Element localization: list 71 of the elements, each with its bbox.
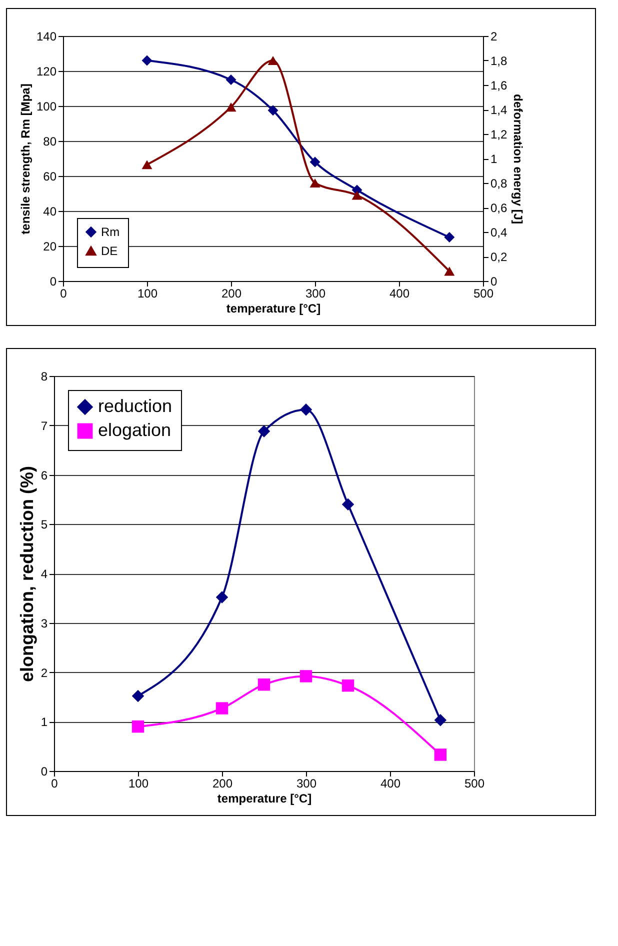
point <box>300 403 312 416</box>
y-tick-label: 20 <box>43 240 57 254</box>
y2-tick-label: 0 <box>490 274 498 288</box>
y2-tick-label: 0,6 <box>490 201 508 215</box>
y-tick-label: 7 <box>40 418 48 433</box>
point <box>310 178 320 188</box>
point <box>142 160 152 170</box>
y2-tick-label: 0,4 <box>490 226 508 240</box>
y-tick-label: 4 <box>40 567 48 581</box>
y-tick-label: 120 <box>36 64 57 78</box>
y-tick-label: 100 <box>36 100 57 114</box>
x-tick-label: 500 <box>473 286 494 300</box>
y-tick-label: 5 <box>40 518 48 532</box>
x-axis-title: temperature [°C] <box>226 302 321 316</box>
point <box>342 498 354 510</box>
x-axis-title: temperature [°C] <box>217 792 312 806</box>
y-tick-label: 60 <box>43 170 57 184</box>
y-tick-label: 3 <box>40 616 48 630</box>
point <box>132 720 144 733</box>
point <box>444 266 455 276</box>
y2-tick-label: 1,8 <box>490 54 508 68</box>
x-tick-label: 100 <box>128 776 149 790</box>
x-tick-label: 300 <box>296 776 317 790</box>
y-tick-label: 1 <box>40 715 48 730</box>
x-tick-label: 200 <box>221 286 242 300</box>
point <box>434 714 447 726</box>
x-tick-label: 200 <box>212 776 233 790</box>
y2-tick-label: 0,2 <box>490 250 508 264</box>
y2-tick-label: 0,8 <box>490 176 508 190</box>
y-tick-label: 6 <box>40 468 48 482</box>
point <box>444 232 455 242</box>
point <box>352 190 362 200</box>
y2-tick-label: 1,4 <box>490 103 508 117</box>
point <box>142 55 152 66</box>
y-axis-title: elongation, reduction (%) <box>16 466 37 682</box>
y-tick-label: 0 <box>40 764 48 778</box>
point <box>310 156 320 168</box>
point <box>216 591 228 604</box>
x-tick-label: 400 <box>389 286 410 300</box>
y-tick-label: 80 <box>43 134 57 148</box>
legend-label: reduction <box>98 396 172 416</box>
y-axis-title: tensile strength, Rm [Mpa] <box>18 84 32 234</box>
point <box>132 690 144 702</box>
y-tick-label: 2 <box>40 666 48 680</box>
x-tick-label: 300 <box>305 286 326 300</box>
point <box>434 748 447 761</box>
y2-tick-label: 1,2 <box>490 128 508 142</box>
y2-axis-title: deformation energy [J] <box>511 94 526 224</box>
y2-tick-label: 1 <box>490 152 498 166</box>
y-tick-label: 0 <box>50 274 57 288</box>
y-tick-label: 8 <box>40 370 48 384</box>
y2-tick-label: 1,6 <box>490 78 508 92</box>
point <box>226 74 236 85</box>
point <box>226 102 236 112</box>
x-tick-label: 500 <box>464 776 485 790</box>
point <box>258 425 270 438</box>
legend-label: Rm <box>101 225 120 239</box>
legend-label: elogation <box>98 420 172 440</box>
y-tick-label: 40 <box>43 204 57 218</box>
point <box>300 670 312 682</box>
legend-label: DE <box>101 244 118 258</box>
x-tick-label: 400 <box>380 776 401 790</box>
point <box>268 105 278 116</box>
x-tick-label: 100 <box>137 286 158 300</box>
point <box>342 679 354 692</box>
x-tick-label: 0 <box>60 286 68 300</box>
y-tick-label: 140 <box>36 30 57 44</box>
point <box>268 56 278 66</box>
y2-tick-label: 2 <box>490 30 498 44</box>
point <box>258 678 270 691</box>
point <box>216 702 228 714</box>
